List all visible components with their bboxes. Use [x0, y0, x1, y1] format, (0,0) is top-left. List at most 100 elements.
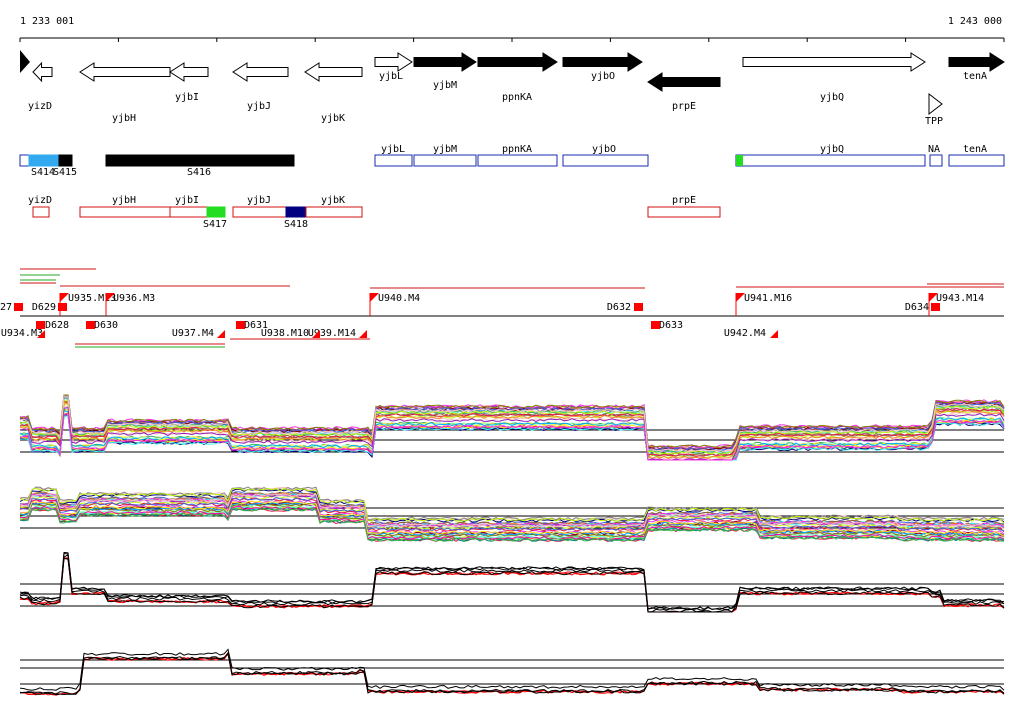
profile-line	[19, 557, 1005, 613]
bp-up-U936M3[interactable]: U936.M3	[113, 293, 155, 304]
expression-profile-panels	[19, 394, 1005, 696]
bp-down-D633[interactable]: D633	[659, 320, 683, 331]
gene-arrow-yjbM	[413, 52, 477, 72]
bp-low-U934M3[interactable]: U934.M3	[1, 328, 43, 339]
profile-line	[19, 412, 1005, 461]
gene-label-yjbQ[interactable]: yjbQ	[820, 92, 844, 103]
bp-low-U937M4[interactable]: U937.M4	[172, 328, 214, 339]
bp-low-U938M10[interactable]: U938.M10	[261, 328, 309, 339]
gene-arrow-yjbK	[304, 62, 363, 82]
segment-label-S417: S417	[203, 219, 227, 230]
bp-up-U935M13[interactable]: U935.M13	[68, 293, 116, 304]
gene-arrow-yjbH	[79, 62, 171, 82]
bp-down-D628[interactable]: D628	[45, 320, 69, 331]
segment-box-yjbM	[413, 154, 477, 167]
breakpoint-flag	[60, 293, 69, 302]
gene-label-prpE[interactable]: prpE	[672, 101, 696, 112]
segment-label-yjbH: yjbH	[112, 195, 136, 206]
segment-box-yjbL	[374, 154, 413, 167]
profile-line	[19, 493, 1005, 529]
profile-line	[19, 410, 1005, 461]
breakpoint-flag	[236, 321, 245, 329]
breakpoint-flag	[217, 330, 225, 338]
gene-label-yjbM[interactable]: yjbM	[433, 80, 457, 91]
segment-box-yjbQ	[735, 154, 926, 167]
segment-box-S414	[28, 154, 60, 167]
profile-line	[19, 507, 1005, 542]
profile-line	[19, 497, 1005, 532]
gene-arrow-yjbQ	[742, 52, 926, 72]
bp-down-D634[interactable]: D634	[905, 302, 929, 313]
segment-box-NA	[929, 154, 943, 167]
breakpoint-flag	[931, 303, 940, 311]
segment-box-S415	[58, 154, 73, 167]
segment-box-yizD	[32, 206, 50, 218]
breakpoint-flag	[634, 303, 643, 311]
bp-down-D627[interactable]: D627	[0, 302, 12, 313]
breakpoint-flag	[36, 321, 45, 329]
gene-arrow-yjbJ	[232, 62, 289, 82]
segment-box-yjbO	[562, 154, 649, 167]
profile-line	[19, 407, 1005, 461]
gene-label-yjbO[interactable]: yjbO	[591, 71, 615, 82]
gene-label-TPP[interactable]: TPP	[925, 116, 943, 127]
segment-label-yjbQ: yjbQ	[820, 144, 844, 155]
breakpoint-flag	[312, 330, 320, 338]
gene-label-yjbI[interactable]: yjbI	[175, 92, 199, 103]
segment-box-yjbI	[169, 206, 208, 218]
breakpoint-flag	[14, 303, 23, 311]
profile-line	[19, 395, 1005, 453]
gene-label-tenA[interactable]: tenA	[963, 71, 987, 82]
segment-box-yjbK	[305, 206, 363, 218]
coordinate-ruler: 1 233 001 1 243 000	[19, 16, 1005, 42]
minus-strand-segment-track: yizD yjbH yjbI S417 yjbJ S418 yjbK prpE	[28, 195, 721, 230]
gene-label-yjbK[interactable]: yjbK	[321, 113, 345, 124]
segment-box-prpE	[647, 206, 721, 218]
segment-box-yjbH	[79, 206, 171, 218]
breakpoint-flag	[86, 321, 95, 329]
bp-low-U939M14[interactable]: U939.M14	[308, 328, 356, 339]
profile-line	[19, 414, 1005, 461]
bp-down-D630[interactable]: D630	[94, 320, 118, 331]
bp-up-U941M16[interactable]: U941.M16	[744, 293, 792, 304]
profile-line	[19, 487, 1005, 524]
gene-label-yjbH[interactable]: yjbH	[112, 113, 136, 124]
segment-label-S416: S416	[187, 167, 211, 178]
profile-line	[19, 500, 1005, 537]
expression-panel-3	[19, 551, 1005, 613]
breakpoint-flag	[770, 330, 778, 338]
gene-arrow-ppnKA	[477, 52, 558, 72]
segment-box-S418	[285, 206, 307, 218]
breakpoint-flag	[929, 293, 938, 302]
bp-low-U942M4[interactable]: U942.M4	[724, 328, 766, 339]
breakpoint-flag	[106, 293, 115, 302]
gene-arrow-left-edge	[20, 50, 30, 73]
bp-up-U940M4[interactable]: U940.M4	[378, 293, 420, 304]
segment-label-yjbL: yjbL	[381, 144, 405, 155]
gene-label-yjbL[interactable]: yjbL	[379, 71, 403, 82]
gene-annotation-track: yizD yjbH yjbI yjbJ yjbK yjbL yjbM ppnKA…	[20, 50, 1005, 127]
bp-down-D632[interactable]: D632	[607, 302, 631, 313]
gene-arrow-prpE	[647, 72, 721, 92]
expression-panel-4	[19, 648, 1005, 696]
gene-label-yizD[interactable]: yizD	[28, 101, 52, 112]
segment-label-tenA: tenA	[963, 144, 987, 155]
segment-label-S418: S418	[284, 219, 308, 230]
profile-line	[19, 557, 1005, 613]
gene-label-yjbJ[interactable]: yjbJ	[247, 101, 271, 112]
bp-down-D629[interactable]: D629	[32, 302, 56, 313]
profile-line	[19, 552, 1005, 611]
profile-line	[19, 503, 1005, 538]
segment-label-S415: S415	[53, 167, 77, 178]
bp-down-D631[interactable]: D631	[244, 320, 268, 331]
bp-up-U943M14[interactable]: U943.M14	[936, 293, 984, 304]
profile-line	[19, 652, 1005, 695]
breakpoint-flag	[370, 293, 379, 302]
profile-line	[19, 553, 1005, 613]
profile-line	[19, 551, 1005, 611]
gene-arrow-yjbO	[562, 52, 643, 72]
gene-label-ppnKA[interactable]: ppnKA	[502, 92, 532, 103]
breakpoint-flag	[359, 330, 367, 338]
breakpoint-track: U935.M13 U936.M3 U940.M4 U941.M16 U943.M…	[0, 268, 1004, 348]
